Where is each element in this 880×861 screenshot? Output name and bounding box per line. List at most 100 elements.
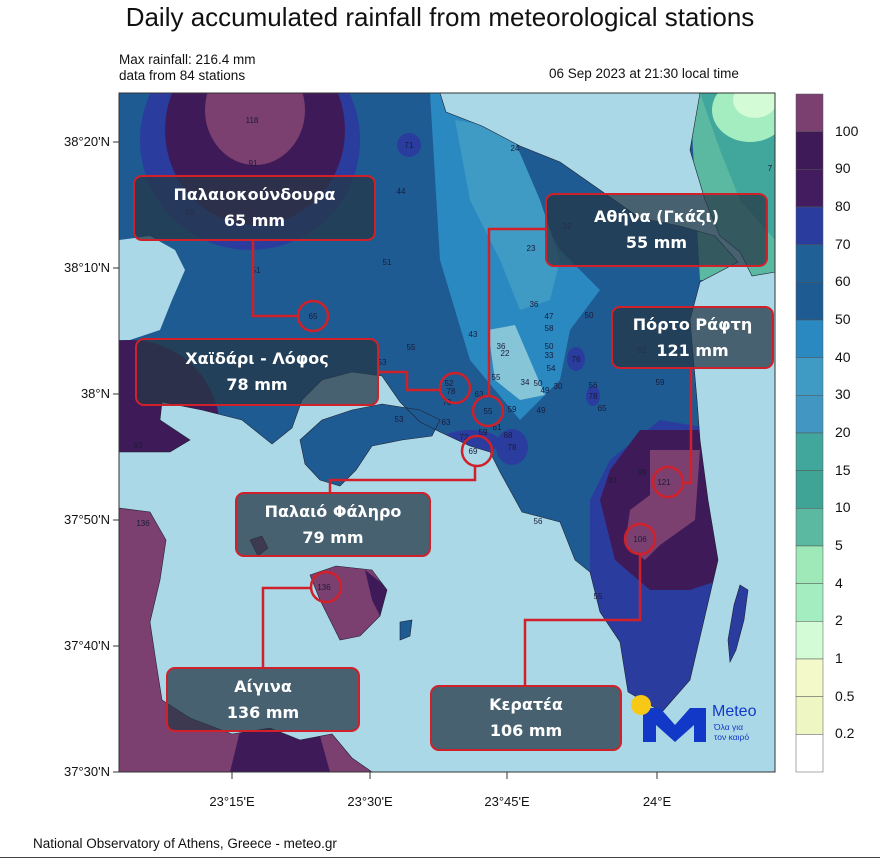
- lon-tick-label: 23°45'E: [484, 794, 530, 809]
- station-value: 47: [545, 312, 554, 321]
- station-value: 78: [508, 443, 517, 452]
- station-value: 70: [443, 398, 452, 407]
- callout-station-name: Παλαιοκούνδουρα: [173, 185, 336, 204]
- station-value: 56: [534, 517, 543, 526]
- lat-tick-label: 37°40'N: [64, 638, 110, 653]
- station-value: 72: [460, 433, 469, 442]
- colorbar-label: 90: [835, 160, 851, 177]
- station-value: 36: [497, 342, 506, 351]
- callout-station-name: Παλαιό Φάληρο: [264, 501, 402, 521]
- callout-porto-rafti: Πόρτο Ράφτη 121 mm: [611, 306, 774, 369]
- colorbar-bin: [795, 621, 824, 660]
- station-value: 58: [545, 324, 554, 333]
- station-value: 99: [638, 468, 647, 477]
- station-value: 63: [442, 418, 451, 427]
- colorbar-label: 70: [835, 235, 851, 252]
- station-value: 55: [484, 407, 493, 416]
- station-value: 51: [252, 266, 261, 275]
- footer-credit: National Observatory of Athens, Greece -…: [33, 836, 337, 851]
- station-value: 50: [545, 342, 554, 351]
- station-value: 49: [537, 406, 546, 415]
- colorbar-label: 15: [835, 461, 851, 478]
- colorbar-label: 0.2: [835, 725, 855, 742]
- station-value: 136: [317, 583, 331, 592]
- callout-station-name: Αίγινα: [234, 676, 292, 696]
- datetime-text: 06 Sep 2023 at 21:30 local time: [549, 66, 739, 81]
- station-value: 65: [309, 312, 318, 321]
- station-value: 33: [545, 351, 554, 360]
- station-value: 53: [395, 415, 404, 424]
- callout-station-value: 121 mm: [656, 340, 729, 360]
- callout-station-name: Κερατέα: [489, 695, 563, 714]
- logo-tagline-1: Όλα για: [714, 722, 744, 732]
- lat-tick-label: 37°30'N: [64, 764, 110, 779]
- station-value: 53: [378, 358, 387, 367]
- station-value: 49: [541, 386, 550, 395]
- station-value: 36: [530, 300, 539, 309]
- station-value: 59: [508, 405, 517, 414]
- station-value: 65: [598, 404, 607, 413]
- station-value: 50: [585, 311, 594, 320]
- lat-tick-label: 38°10'N: [64, 260, 110, 275]
- colorbar-bin: [795, 583, 824, 622]
- station-value: 54: [547, 364, 556, 373]
- colorbar-label: 5: [835, 537, 843, 553]
- colorbar-bin: [795, 658, 824, 697]
- station-value: 52: [445, 379, 454, 388]
- callout-station-value: 55 mm: [625, 233, 688, 252]
- lat-tick-label: 37°50'N: [64, 512, 110, 527]
- station-value: 121: [657, 478, 671, 487]
- colorbar-bin: [795, 131, 824, 170]
- colorbar-label: 1: [835, 650, 843, 666]
- station-value: 34: [521, 378, 530, 387]
- station-value: 55: [407, 343, 416, 352]
- colorbar-bin: [795, 93, 824, 132]
- callout-chaidari-lofos: Χαϊδάρι - Λόφος 78 mm: [135, 338, 379, 406]
- callout-station-name: Αθήνα (Γκάζι): [593, 207, 720, 226]
- lat-tick-label: 38°N: [80, 386, 110, 401]
- station-value: 91: [249, 159, 258, 168]
- station-value: 55: [492, 373, 501, 382]
- colorbar-bin: [795, 395, 824, 434]
- lat-tick-label: 38°20'N: [64, 134, 110, 149]
- station-value: 23: [527, 244, 536, 253]
- station-value: 63: [475, 390, 484, 399]
- callout-leaders: [251, 227, 693, 685]
- lon-tick-label: 23°30'E: [347, 794, 393, 809]
- colorbar-label: 40: [835, 348, 851, 365]
- callout-station-name: Πόρτο Ράφτη: [632, 314, 753, 334]
- station-value: 44: [397, 187, 406, 196]
- page-title: Daily accumulated rainfall from meteorol…: [125, 2, 755, 32]
- sun-icon: [631, 695, 651, 715]
- callout-station-value: 106 mm: [489, 721, 563, 740]
- colorbar-bin: [795, 470, 824, 509]
- station-value: 55: [594, 592, 603, 601]
- callout-station-value: 78 mm: [226, 375, 288, 394]
- colorbar-bin: [795, 432, 824, 471]
- station-value: 22: [501, 349, 510, 358]
- logo-tagline-2: τον καιρό: [714, 732, 750, 742]
- colorbar-label: 0.5: [835, 687, 855, 704]
- station-value: 106: [633, 535, 647, 544]
- colorbar-label: 2: [835, 612, 843, 629]
- colorbar-bin: [795, 508, 824, 547]
- callout-station-value: 136 mm: [226, 702, 300, 722]
- station-value: 76: [572, 355, 581, 364]
- colorbar-label: 100: [835, 122, 859, 139]
- colorbar-label: 30: [835, 386, 851, 403]
- colorbar-bin: [795, 734, 824, 773]
- lon-tick-label: 24°E: [642, 794, 672, 809]
- callout-station-value: 65 mm: [223, 211, 286, 230]
- station-value: 61: [493, 423, 502, 432]
- map-frame: [118, 92, 776, 773]
- colorbar-label: 80: [835, 198, 851, 214]
- station-value: 7: [768, 164, 773, 173]
- colorbar: [795, 93, 824, 773]
- callout-station-name: Χαϊδάρι - Λόφος: [185, 349, 329, 368]
- lon-tick-label: 23°15'E: [209, 794, 255, 809]
- colorbar-label: 60: [835, 273, 851, 290]
- colorbar-bin: [795, 319, 824, 358]
- colorbar-bin: [795, 244, 824, 283]
- callout-station-value: 79 mm: [302, 527, 364, 547]
